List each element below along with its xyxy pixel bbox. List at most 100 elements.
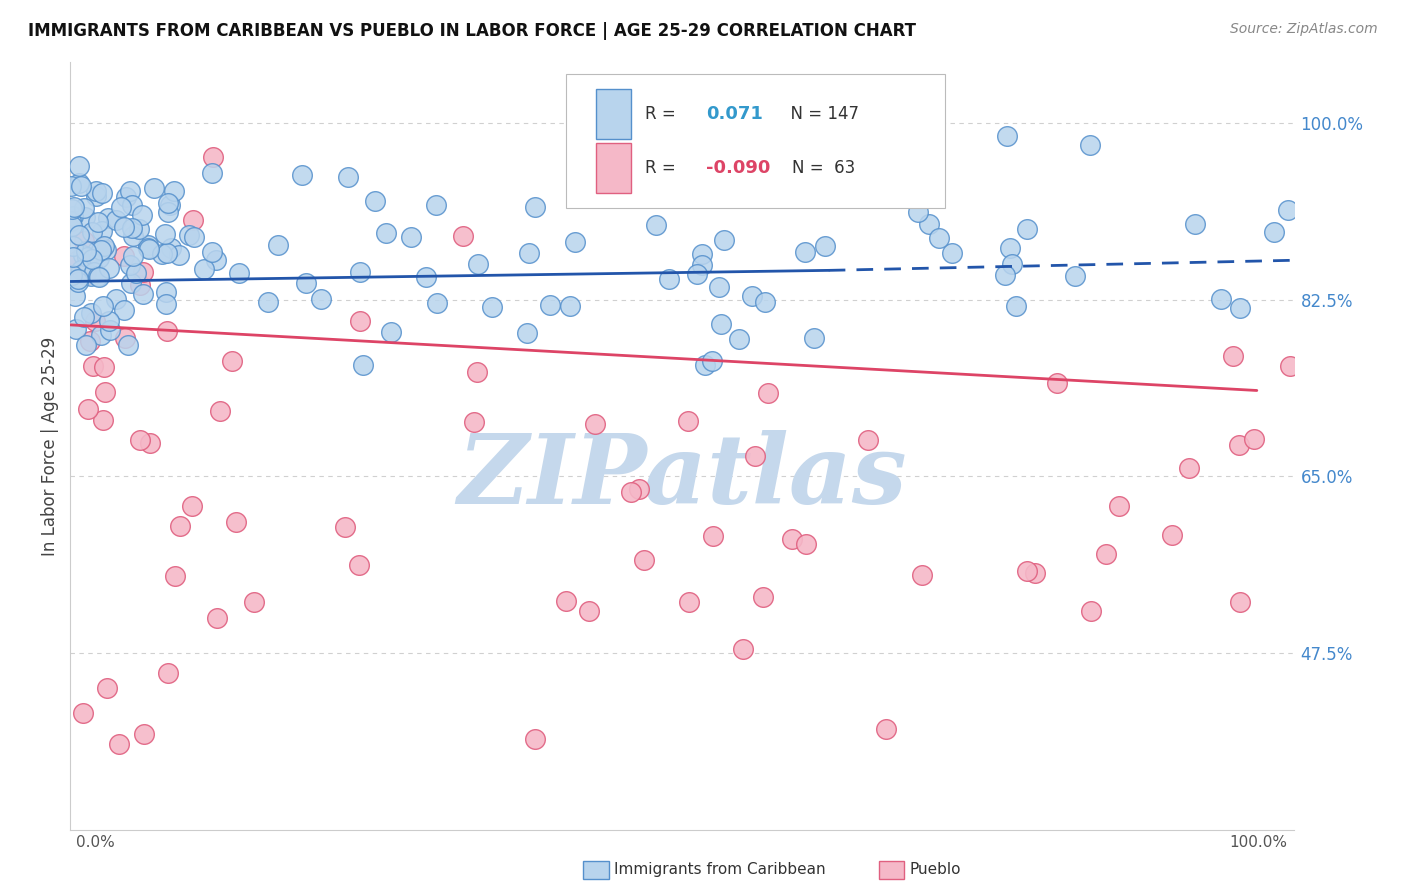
Point — [415, 270, 437, 285]
Point — [157, 666, 180, 681]
Point — [693, 358, 716, 372]
Point — [928, 231, 950, 245]
Point — [169, 518, 191, 533]
Point — [163, 569, 186, 583]
Point — [201, 245, 224, 260]
Point — [120, 258, 142, 272]
Point — [122, 229, 145, 244]
Point — [83, 265, 105, 279]
Point — [59, 213, 82, 227]
Point — [364, 194, 387, 209]
Point — [86, 184, 108, 198]
Point — [1024, 566, 1046, 580]
Point — [120, 276, 142, 290]
Text: Immigrants from Caribbean: Immigrants from Caribbean — [614, 863, 827, 877]
Point — [98, 314, 121, 328]
Text: R =: R = — [645, 160, 682, 178]
Point — [136, 237, 159, 252]
Text: Source: ZipAtlas.com: Source: ZipAtlas.com — [1230, 22, 1378, 37]
Point — [177, 228, 200, 243]
Point — [62, 209, 84, 223]
Point — [707, 279, 730, 293]
Point — [180, 499, 202, 513]
Point — [228, 266, 250, 280]
Point — [690, 247, 713, 261]
Point — [87, 215, 110, 229]
Point — [128, 277, 150, 292]
Point — [75, 266, 97, 280]
Point — [84, 314, 107, 328]
Point — [114, 331, 136, 345]
Point — [1094, 547, 1116, 561]
Point — [73, 310, 96, 325]
Point — [125, 266, 148, 280]
Point — [112, 219, 135, 234]
Point — [90, 243, 112, 257]
Point — [1211, 292, 1233, 306]
Point — [221, 353, 243, 368]
Point — [225, 515, 247, 529]
Point — [155, 227, 177, 242]
Point — [347, 558, 370, 572]
Point — [93, 359, 115, 374]
Point — [1001, 256, 1024, 270]
Point — [136, 241, 159, 255]
Point — [1229, 595, 1251, 609]
Point — [65, 289, 87, 303]
Point — [995, 128, 1018, 143]
Point — [1277, 203, 1299, 218]
Point — [121, 220, 143, 235]
Point — [463, 415, 485, 429]
Point — [516, 326, 538, 340]
Point — [633, 553, 655, 567]
Point — [266, 238, 288, 252]
Point — [741, 289, 763, 303]
Point — [75, 338, 97, 352]
Point — [73, 201, 96, 215]
Point — [104, 292, 127, 306]
Point — [538, 298, 561, 312]
Point — [73, 210, 96, 224]
Point — [142, 181, 165, 195]
Text: 0.071: 0.071 — [706, 105, 763, 123]
Point — [700, 354, 723, 368]
Point — [98, 261, 121, 276]
Point — [132, 265, 155, 279]
Point — [1263, 225, 1285, 239]
Point — [1046, 376, 1069, 390]
Point — [91, 224, 114, 238]
FancyBboxPatch shape — [565, 74, 945, 208]
Point — [554, 594, 576, 608]
Point — [79, 268, 101, 283]
Point — [72, 706, 94, 721]
Point — [157, 195, 180, 210]
Point — [794, 537, 817, 551]
Point — [93, 239, 115, 253]
Text: 100.0%: 100.0% — [1229, 835, 1288, 849]
Point — [803, 331, 825, 345]
Point — [193, 261, 215, 276]
Point — [1229, 301, 1251, 315]
Point — [349, 314, 371, 328]
Point — [583, 417, 606, 431]
Point — [627, 483, 650, 497]
Point — [60, 219, 83, 234]
Point — [67, 176, 90, 190]
Text: Pueblo: Pueblo — [910, 863, 962, 877]
Point — [67, 252, 90, 267]
Point — [155, 296, 177, 310]
Point — [564, 235, 586, 249]
Point — [780, 533, 803, 547]
Point — [82, 359, 104, 373]
Point — [336, 169, 359, 184]
Point — [60, 202, 83, 216]
Point — [1278, 359, 1301, 373]
Point — [754, 294, 776, 309]
Point — [678, 595, 700, 609]
Point — [295, 276, 318, 290]
Point — [335, 520, 357, 534]
Point — [122, 249, 145, 263]
Point — [121, 198, 143, 212]
Point — [702, 529, 724, 543]
Point — [79, 334, 101, 348]
